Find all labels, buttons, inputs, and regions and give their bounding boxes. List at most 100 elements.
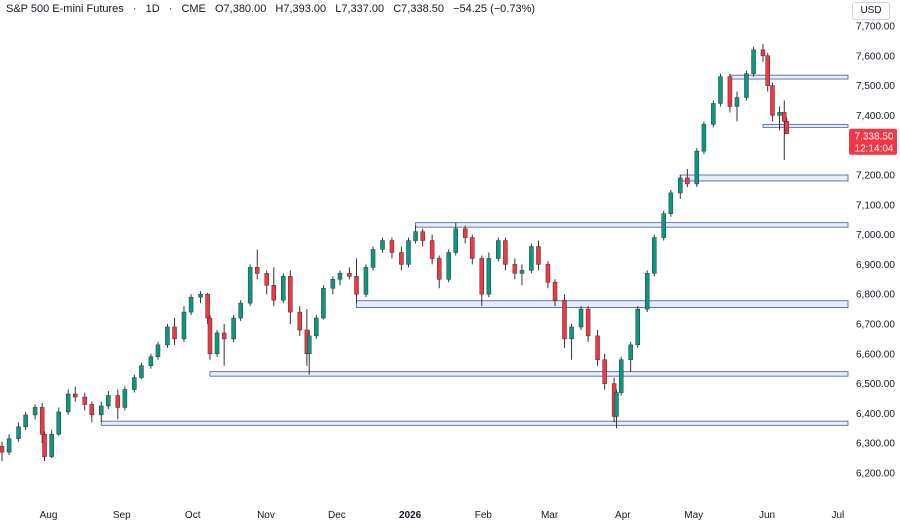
time-axis[interactable]: Aug Sep Oct Nov Dec 2026 Feb Mar Apr May Jun Jul — [40, 510, 845, 521]
candle — [562, 299, 567, 340]
time-tick-label: Dec — [328, 510, 346, 521]
time-tick-label: Aug — [40, 510, 58, 521]
candle — [453, 228, 459, 253]
candle — [198, 293, 203, 298]
candle — [363, 267, 369, 295]
price-tick-label: 7,500.00 — [856, 81, 895, 92]
price-tick-label: 7,400.00 — [856, 111, 895, 122]
candle — [399, 252, 404, 265]
candle — [165, 326, 170, 346]
symbol-name[interactable]: S&P 500 E-mini Futures — [6, 3, 124, 15]
price-tick-label: 6,500.00 — [856, 379, 895, 390]
candle — [678, 177, 683, 194]
candle — [65, 393, 71, 413]
support-zone-2 — [679, 174, 849, 182]
candle — [314, 317, 319, 337]
candle — [280, 276, 286, 301]
candle — [188, 296, 194, 313]
candle — [247, 267, 253, 304]
support-zone-5 — [209, 371, 849, 377]
change-value: −54.25 (−0.73%) — [453, 3, 536, 15]
candle — [744, 73, 749, 98]
exchange-label: CME — [181, 3, 206, 15]
price-tick-label: 6,400.00 — [856, 409, 895, 420]
candle — [42, 434, 47, 457]
candle — [446, 252, 451, 280]
candle — [16, 426, 21, 439]
candle — [389, 240, 395, 253]
candle — [751, 49, 756, 74]
time-tick-label: Jul — [832, 510, 845, 521]
candle — [585, 308, 591, 337]
currency-selector[interactable]: USD — [852, 2, 890, 20]
candle — [760, 49, 766, 57]
support-zone-1 — [762, 123, 849, 128]
candle — [354, 276, 359, 295]
interval-label[interactable]: 1D — [145, 3, 160, 15]
price-tick-label: 7,700.00 — [856, 22, 895, 33]
candle — [784, 121, 789, 134]
candle — [718, 76, 723, 104]
symbol-header: S&P 500 E-mini Futures · 1D · CME O7,380… — [6, 3, 541, 15]
candle — [429, 240, 435, 259]
separator-dot: · — [168, 3, 173, 15]
candle — [628, 344, 633, 361]
time-tick-label: Jun — [759, 510, 775, 521]
candle — [694, 150, 700, 185]
price-tick-label: 7,200.00 — [856, 171, 895, 182]
candle — [661, 213, 666, 238]
time-tick-label: Nov — [257, 510, 275, 521]
candle — [595, 335, 600, 361]
time-tick-label: Mar — [541, 510, 559, 521]
candle — [347, 273, 352, 277]
support-zone-3 — [415, 222, 849, 228]
candle — [380, 240, 385, 250]
candle — [122, 389, 128, 408]
candle — [288, 276, 293, 313]
bar-countdown: 12:14:04 — [855, 144, 894, 155]
separator-dot: · — [132, 3, 137, 15]
candle — [668, 192, 674, 214]
candle — [614, 392, 619, 417]
candle — [73, 393, 78, 398]
candle — [254, 267, 260, 274]
price-axis[interactable]: 7,700.007,600.007,500.007,400.007,300.00… — [856, 22, 895, 480]
candle — [6, 438, 12, 453]
candle — [49, 434, 54, 457]
candle — [89, 404, 95, 416]
candle — [337, 273, 343, 280]
candle — [221, 332, 227, 340]
candle — [406, 240, 411, 265]
candle — [503, 240, 508, 265]
candle — [420, 231, 425, 241]
candle — [486, 258, 492, 295]
candle — [711, 103, 716, 125]
candle — [32, 407, 38, 416]
zones-layer — [100, 74, 849, 426]
candle — [271, 285, 277, 301]
candle — [519, 270, 525, 274]
last-price-value: 7,338.50 — [855, 132, 894, 143]
candle — [82, 396, 87, 405]
candle — [370, 249, 376, 268]
candle — [264, 273, 269, 286]
price-tick-label: 6,700.00 — [856, 320, 895, 331]
candle — [321, 287, 326, 319]
candle — [512, 264, 518, 274]
candle — [602, 359, 607, 384]
time-tick-label: Apr — [615, 510, 631, 521]
time-tick-label: Feb — [475, 510, 493, 521]
candle — [782, 112, 787, 122]
price-tick-label: 6,200.00 — [856, 469, 895, 480]
candle — [207, 317, 213, 355]
high-value: H7,393.00 — [275, 3, 327, 15]
candle — [701, 124, 707, 152]
time-tick-label: Oct — [185, 510, 201, 521]
time-tick-label: Sep — [113, 510, 131, 521]
low-value: L7,337.00 — [335, 3, 385, 15]
candle — [536, 246, 541, 265]
open-value: O7,380.00 — [214, 3, 267, 15]
candle — [652, 237, 657, 274]
